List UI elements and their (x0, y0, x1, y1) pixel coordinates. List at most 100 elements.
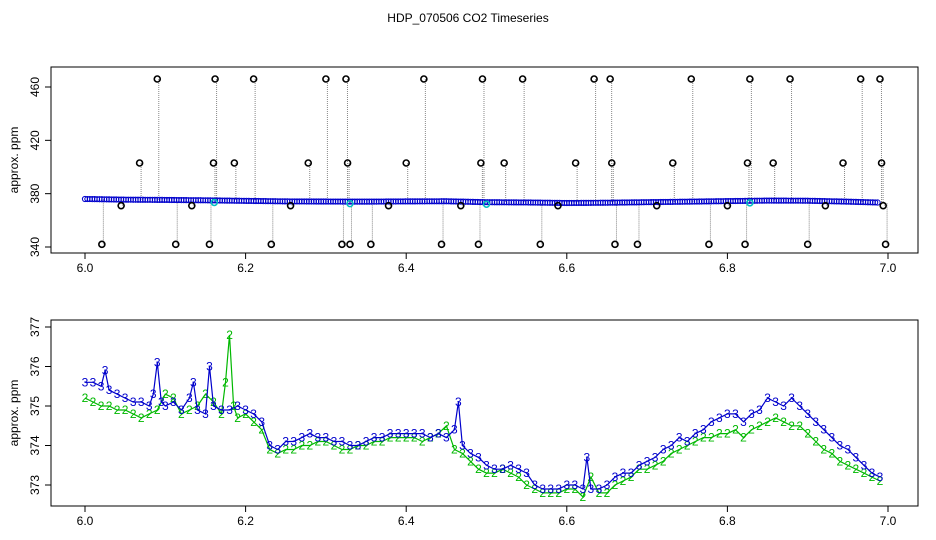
series-point-3: 3 (563, 478, 570, 492)
series-point-3: 3 (451, 423, 458, 437)
series-point-3: 3 (499, 462, 506, 476)
series-point-3: 3 (82, 375, 89, 389)
series-point-2: 2 (563, 482, 570, 496)
series-point-2: 2 (676, 442, 683, 456)
series-point-3: 3 (323, 431, 330, 445)
series-point-2: 2 (604, 486, 611, 500)
series-point-2: 2 (828, 446, 835, 460)
outlier-point (135, 159, 144, 167)
series-point-3: 3 (178, 403, 185, 417)
outlier-point (304, 159, 313, 167)
series-point-2: 2 (668, 446, 675, 460)
series-point-3: 3 (435, 427, 442, 441)
series-point-3: 3 (387, 427, 394, 441)
series-point-3: 3 (158, 395, 165, 409)
y-tick-label-bottom: 376 (28, 356, 42, 376)
x-tick-label-top: 6.8 (719, 261, 736, 275)
outlier-point (267, 240, 276, 249)
outlier-point (478, 75, 487, 83)
series-point-3: 3 (772, 395, 779, 409)
series-point-3: 3 (379, 431, 386, 445)
outlier-point (743, 159, 752, 167)
x-tick-label-bottom: 6.0 (77, 514, 94, 528)
outlier-point (607, 159, 616, 167)
series-point-3: 3 (692, 427, 699, 441)
series-point-3: 3 (676, 431, 683, 445)
series-point-3: 3 (588, 482, 595, 496)
series-line-3 (85, 362, 881, 490)
series-point-2: 2 (282, 442, 289, 456)
baseline-point (874, 199, 881, 206)
series-point-3: 3 (411, 427, 418, 441)
series-point-2: 2 (636, 462, 643, 476)
series-point-2: 2 (588, 470, 595, 484)
series-point-2: 2 (716, 427, 723, 441)
series-point-3: 3 (250, 407, 257, 421)
outlier-point (536, 240, 545, 249)
series-point-3: 3 (206, 360, 213, 374)
outlier-point (668, 159, 677, 167)
series-point-3: 3 (154, 356, 161, 370)
series-point-2: 2 (122, 403, 129, 417)
outlier-point (571, 159, 580, 167)
series-point-2: 2 (347, 442, 354, 456)
series-point-3: 3 (298, 431, 305, 445)
series-point-3: 3 (290, 435, 297, 449)
series-point-3: 3 (395, 427, 402, 441)
y-tick-label-top: 380 (28, 183, 42, 203)
series-point-2: 2 (395, 431, 402, 445)
series-point-2: 2 (106, 399, 113, 413)
series-point-3: 3 (339, 435, 346, 449)
series-point-3: 3 (756, 403, 763, 417)
series-point-2: 2 (339, 442, 346, 456)
outlier-point (117, 201, 125, 210)
outlier-point (474, 240, 483, 249)
series-point-3: 3 (716, 411, 723, 425)
outlier-point (879, 201, 887, 210)
series-point-2: 2 (443, 419, 450, 433)
series-point-2: 2 (877, 474, 884, 488)
series-point-2: 2 (419, 435, 426, 449)
series-point-3: 3 (475, 450, 482, 464)
outlier-point (786, 75, 794, 83)
outlier-point (633, 240, 642, 249)
series-point-2: 2 (692, 435, 699, 449)
series-point-3: 3 (531, 478, 538, 492)
ticks-top: 6.0 6.2 6.4 6.6 6.8 7.0 340 380 420 460 (28, 77, 897, 275)
outlier-point (803, 240, 812, 249)
outlier-point (249, 75, 258, 83)
series-point-2: 2 (732, 423, 739, 437)
series-point-3: 3 (620, 466, 627, 480)
series-point-3: 3 (877, 470, 884, 484)
series-point-3: 3 (507, 458, 514, 472)
series-point-3: 3 (584, 450, 591, 464)
series-point-3: 3 (515, 462, 522, 476)
x-tick-label-top: 6.2 (237, 261, 254, 275)
flag-point (210, 198, 219, 207)
series-point-2: 2 (387, 431, 394, 445)
series-point-2: 2 (596, 486, 603, 500)
series-point-3: 3 (114, 387, 121, 401)
series-point-3: 3 (636, 458, 643, 472)
y-tick-label-bottom: 373 (28, 475, 42, 495)
series-point-3: 3 (90, 375, 97, 389)
series-point-3: 3 (836, 439, 843, 453)
series-point-3: 3 (218, 403, 225, 417)
series-point-2: 2 (154, 403, 161, 417)
series-point-3: 3 (660, 442, 667, 456)
series-point-2: 2 (708, 431, 715, 445)
outlier-point (746, 75, 754, 83)
series-point-2: 2 (114, 403, 121, 417)
series-point-3: 3 (652, 450, 659, 464)
series-point-3: 3 (828, 431, 835, 445)
series-point-2: 2 (612, 478, 619, 492)
series-point-3: 3 (708, 415, 715, 429)
series-point-3: 3 (427, 431, 434, 445)
x-tick-label-top: 6.0 (77, 261, 94, 275)
series-point-2: 2 (242, 407, 249, 421)
series-point-2: 2 (644, 462, 651, 476)
series-point-2: 2 (515, 470, 522, 484)
series-point-3: 3 (596, 482, 603, 496)
series-point-3: 3 (202, 407, 209, 421)
